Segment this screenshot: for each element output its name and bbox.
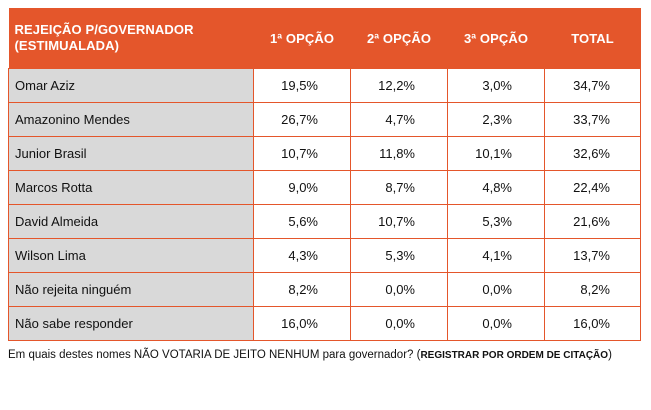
total-value: 33,7% <box>544 102 641 137</box>
candidate-name: Omar Aziz <box>8 68 254 103</box>
header-second-option: 2ª OPÇÃO <box>350 8 448 69</box>
first-option-value: 5,6% <box>253 204 351 239</box>
header-row: REJEIÇÃO P/GOVERNADOR (ESTIMUALADA) 1ª O… <box>8 8 641 69</box>
third-option-value: 3,0% <box>447 68 545 103</box>
first-option-value: 19,5% <box>253 68 351 103</box>
candidate-name: Não rejeita ninguém <box>8 272 254 307</box>
third-option-value: 0,0% <box>447 306 545 341</box>
candidate-name: Não sabe responder <box>8 306 254 341</box>
second-option-value: 0,0% <box>350 306 448 341</box>
table-row: Não sabe responder 16,0% 0,0% 0,0% 16,0% <box>8 306 641 341</box>
second-option-value: 12,2% <box>350 68 448 103</box>
header-third-option: 3ª OPÇÃO <box>447 8 545 69</box>
candidate-name: David Almeida <box>8 204 254 239</box>
table-header: REJEIÇÃO P/GOVERNADOR (ESTIMUALADA) 1ª O… <box>8 8 641 69</box>
third-option-value: 4,1% <box>447 238 545 273</box>
table-body: Omar Aziz 19,5% 12,2% 3,0% 34,7% Amazonino Me… <box>8 68 641 341</box>
second-option-value: 0,0% <box>350 272 448 307</box>
second-option-value: 5,3% <box>350 238 448 273</box>
rejection-table: REJEIÇÃO P/GOVERNADOR (ESTIMUALADA) 1ª O… <box>8 8 641 341</box>
rejection-table-container: REJEIÇÃO P/GOVERNADOR (ESTIMUALADA) 1ª O… <box>8 8 641 341</box>
table-row: Junior Brasil 10,7% 11,8% 10,1% 32,6% <box>8 136 641 171</box>
first-option-value: 4,3% <box>253 238 351 273</box>
footnote-close: ) <box>608 349 612 361</box>
total-value: 22,4% <box>544 170 641 205</box>
header-total: TOTAL <box>544 8 641 69</box>
candidate-name: Marcos Rotta <box>8 170 254 205</box>
question-footnote: Em quais destes nomes NÃO VOTARIA DE JEI… <box>8 349 612 361</box>
candidate-name: Amazonino Mendes <box>8 102 254 137</box>
third-option-value: 5,3% <box>447 204 545 239</box>
first-option-value: 9,0% <box>253 170 351 205</box>
total-value: 34,7% <box>544 68 641 103</box>
table-row: Wilson Lima 4,3% 5,3% 4,1% 13,7% <box>8 238 641 273</box>
table-row: David Almeida 5,6% 10,7% 5,3% 21,6% <box>8 204 641 239</box>
second-option-value: 10,7% <box>350 204 448 239</box>
total-value: 16,0% <box>544 306 641 341</box>
third-option-value: 2,3% <box>447 102 545 137</box>
header-title: REJEIÇÃO P/GOVERNADOR <box>14 22 194 37</box>
table-row: Omar Aziz 19,5% 12,2% 3,0% 34,7% <box>8 68 641 103</box>
table-row: Amazonino Mendes 26,7% 4,7% 2,3% 33,7% <box>8 102 641 137</box>
table-row: Marcos Rotta 9,0% 8,7% 4,8% 22,4% <box>8 170 641 205</box>
footnote-instruction: REGISTRAR POR ORDEM DE CITAÇÃO <box>420 350 609 361</box>
table-row: Não rejeita ninguém 8,2% 0,0% 0,0% 8,2% <box>8 272 641 307</box>
total-value: 32,6% <box>544 136 641 171</box>
first-option-value: 16,0% <box>253 306 351 341</box>
first-option-value: 8,2% <box>253 272 351 307</box>
second-option-value: 4,7% <box>350 102 448 137</box>
third-option-value: 10,1% <box>447 136 545 171</box>
header-candidate: REJEIÇÃO P/GOVERNADOR (ESTIMUALADA) <box>8 8 254 69</box>
first-option-value: 26,7% <box>253 102 351 137</box>
header-first-option: 1ª OPÇÃO <box>253 8 351 69</box>
second-option-value: 8,7% <box>350 170 448 205</box>
second-option-value: 11,8% <box>350 136 448 171</box>
total-value: 8,2% <box>544 272 641 307</box>
footnote-question: Em quais destes nomes NÃO VOTARIA DE JEI… <box>8 349 421 361</box>
third-option-value: 4,8% <box>447 170 545 205</box>
candidate-name: Junior Brasil <box>8 136 254 171</box>
header-subtitle: (ESTIMUALADA) <box>14 38 120 53</box>
third-option-value: 0,0% <box>447 272 545 307</box>
first-option-value: 10,7% <box>253 136 351 171</box>
total-value: 13,7% <box>544 238 641 273</box>
total-value: 21,6% <box>544 204 641 239</box>
candidate-name: Wilson Lima <box>8 238 254 273</box>
